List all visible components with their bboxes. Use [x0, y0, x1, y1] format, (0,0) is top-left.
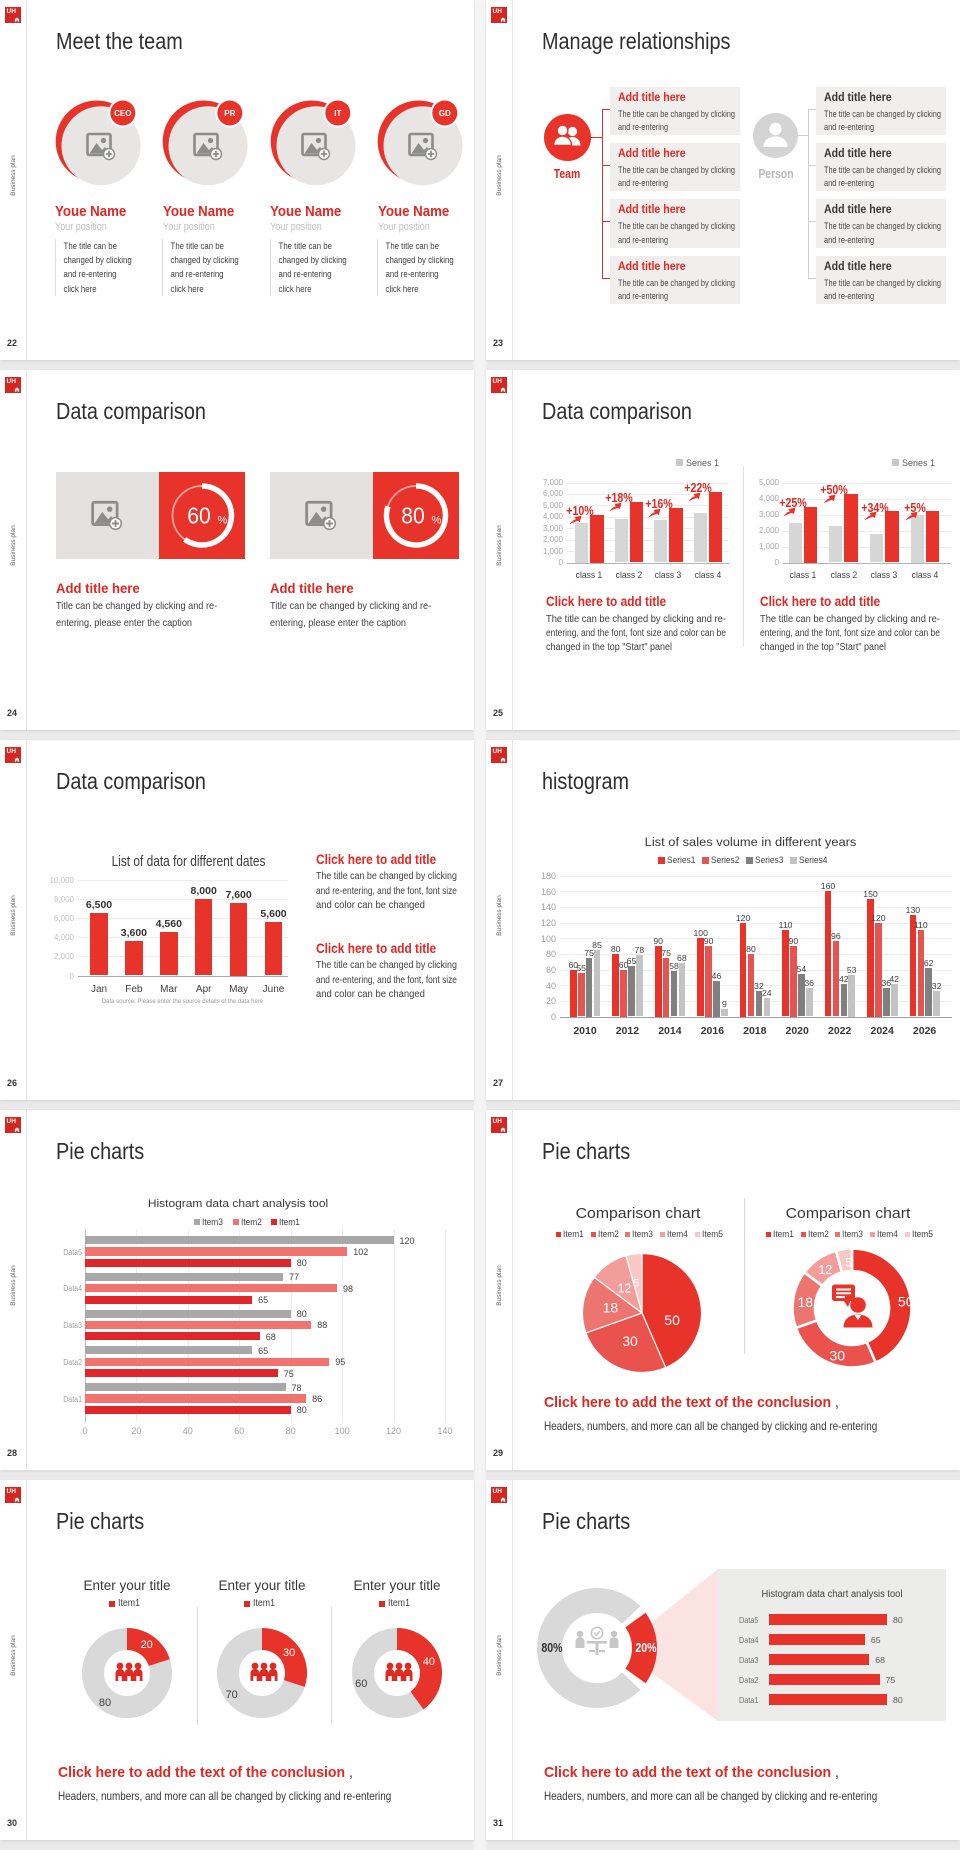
svg-text:12: 12 [818, 1263, 832, 1277]
svg-text:60: 60 [187, 502, 211, 528]
svg-text:18: 18 [603, 1300, 619, 1316]
svg-text:12: 12 [617, 1282, 631, 1296]
svg-text:30: 30 [622, 1333, 638, 1349]
svg-text:CEO: CEO [114, 109, 131, 118]
svg-text:5: 5 [633, 1278, 639, 1290]
svg-text:50: 50 [898, 1294, 914, 1310]
svg-text:GD: GD [439, 109, 451, 118]
svg-text:5: 5 [845, 1256, 852, 1270]
svg-text:50: 50 [664, 1312, 680, 1328]
svg-text:18: 18 [798, 1294, 814, 1310]
svg-text:80: 80 [401, 502, 425, 528]
svg-text:%: % [431, 514, 441, 526]
svg-text:PR: PR [225, 109, 236, 118]
svg-text:%: % [217, 514, 227, 526]
svg-text:30: 30 [830, 1347, 846, 1363]
svg-text:IT: IT [334, 109, 341, 118]
